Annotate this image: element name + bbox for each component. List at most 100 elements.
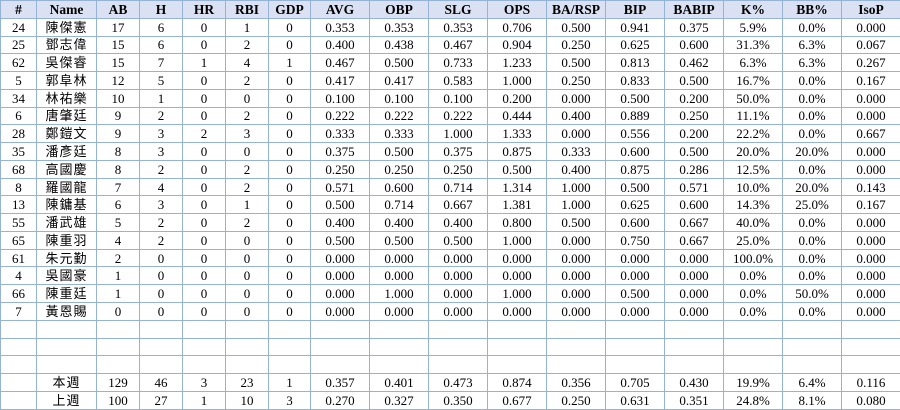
table-cell[interactable]: 0.500 [370,143,429,161]
table-cell[interactable]: 0.500 [547,214,606,232]
table-cell[interactable]: 1 [183,391,226,409]
table-cell[interactable]: 100 [97,391,140,409]
table-cell[interactable]: 0.0% [783,214,842,232]
table-cell[interactable]: 0.889 [606,107,665,125]
table-cell[interactable]: 0.714 [370,196,429,214]
table-cell[interactable]: 0.000 [842,89,900,107]
table-cell[interactable]: 0.400 [547,107,606,125]
table-cell[interactable] [488,356,547,374]
table-cell[interactable]: 0.250 [311,160,370,178]
table-cell[interactable]: 0.375 [429,143,488,161]
table-cell[interactable]: 0.000 [665,303,724,321]
table-cell[interactable]: 吳傑睿 [37,54,97,72]
column-header-h[interactable]: H [140,1,183,19]
table-cell[interactable] [370,356,429,374]
table-cell[interactable]: 0.250 [370,160,429,178]
table-cell[interactable] [97,320,140,338]
table-cell[interactable]: 3 [226,125,269,143]
table-cell[interactable]: 0.000 [842,160,900,178]
table-cell[interactable]: 0 [183,231,226,249]
table-cell[interactable]: 0.467 [311,54,370,72]
table-cell[interactable]: 8 [1,178,37,196]
table-cell[interactable]: 上週 [37,391,97,409]
table-cell[interactable]: 0 [226,249,269,267]
table-cell[interactable]: 0.0% [724,285,783,303]
table-cell[interactable]: 高國慶 [37,160,97,178]
table-cell[interactable] [311,338,370,356]
table-cell[interactable]: 0.250 [429,160,488,178]
column-header-bip[interactable]: BIP [606,1,665,19]
table-cell[interactable]: 1.000 [488,72,547,90]
table-cell[interactable] [488,320,547,338]
table-cell[interactable] [140,338,183,356]
table-cell[interactable]: 4 [1,267,37,285]
table-cell[interactable]: 5.9% [724,18,783,36]
table-cell[interactable]: 6 [140,18,183,36]
table-cell[interactable] [183,338,226,356]
table-cell[interactable]: 0.000 [547,303,606,321]
table-cell[interactable]: 0.000 [665,285,724,303]
table-cell[interactable]: 0.000 [370,303,429,321]
table-cell[interactable]: 0 [183,196,226,214]
table-cell[interactable]: 0 [140,267,183,285]
table-cell[interactable]: 0 [97,303,140,321]
table-cell[interactable] [842,356,900,374]
table-cell[interactable]: 0 [183,285,226,303]
table-cell[interactable]: 1.000 [488,231,547,249]
column-header-k[interactable]: K% [724,1,783,19]
table-cell[interactable]: 8 [97,160,140,178]
table-cell[interactable]: 0 [269,231,311,249]
table-cell[interactable]: 22.2% [724,125,783,143]
table-cell[interactable]: 0.357 [311,374,370,392]
table-cell[interactable]: 0.500 [370,231,429,249]
table-cell[interactable]: 0.733 [429,54,488,72]
table-cell[interactable]: 62 [1,54,37,72]
table-cell[interactable]: 0.667 [842,125,900,143]
table-cell[interactable]: 0.350 [429,391,488,409]
table-cell[interactable]: 0.714 [429,178,488,196]
table-cell[interactable]: 0.667 [665,214,724,232]
table-cell[interactable]: 0.351 [665,391,724,409]
table-cell[interactable]: 0.813 [606,54,665,72]
table-cell[interactable]: 0 [226,231,269,249]
table-cell[interactable] [37,356,97,374]
table-cell[interactable]: 11.1% [724,107,783,125]
table-cell[interactable] [226,320,269,338]
table-cell[interactable]: 黃恩賜 [37,303,97,321]
table-cell[interactable]: 0.000 [311,267,370,285]
table-cell[interactable]: 1 [97,285,140,303]
table-cell[interactable]: 20.0% [783,143,842,161]
table-cell[interactable]: 0.200 [665,125,724,143]
column-header-rbi[interactable]: RBI [226,1,269,19]
table-cell[interactable] [97,356,140,374]
table-cell[interactable]: 24.8% [724,391,783,409]
table-cell[interactable]: 0.327 [370,391,429,409]
table-cell[interactable]: 5 [1,72,37,90]
table-cell[interactable]: 1.381 [488,196,547,214]
table-cell[interactable]: 24 [1,18,37,36]
table-cell[interactable]: 1.314 [488,178,547,196]
table-cell[interactable]: 陳重廷 [37,285,97,303]
table-cell[interactable]: 0.667 [665,231,724,249]
table-cell[interactable]: 2 [97,249,140,267]
table-cell[interactable]: 0.000 [842,249,900,267]
table-cell[interactable]: 2 [226,178,269,196]
table-cell[interactable]: 0.000 [370,267,429,285]
table-cell[interactable] [547,320,606,338]
table-cell[interactable]: 2 [226,36,269,54]
table-cell[interactable] [724,320,783,338]
table-cell[interactable]: 0.0% [724,267,783,285]
table-cell[interactable]: 0.250 [547,72,606,90]
table-cell[interactable]: 1.000 [547,196,606,214]
table-cell[interactable]: 陳鏞基 [37,196,97,214]
column-header-isop[interactable]: IsoP [842,1,900,19]
table-cell[interactable]: 0.750 [606,231,665,249]
table-cell[interactable]: 0.401 [370,374,429,392]
table-cell[interactable]: 0.000 [429,267,488,285]
table-cell[interactable]: 0.705 [606,374,665,392]
table-cell[interactable]: 0.222 [370,107,429,125]
table-cell[interactable]: 0.222 [429,107,488,125]
table-cell[interactable]: 0 [269,196,311,214]
table-cell[interactable]: 0.500 [429,231,488,249]
table-cell[interactable]: 16.7% [724,72,783,90]
